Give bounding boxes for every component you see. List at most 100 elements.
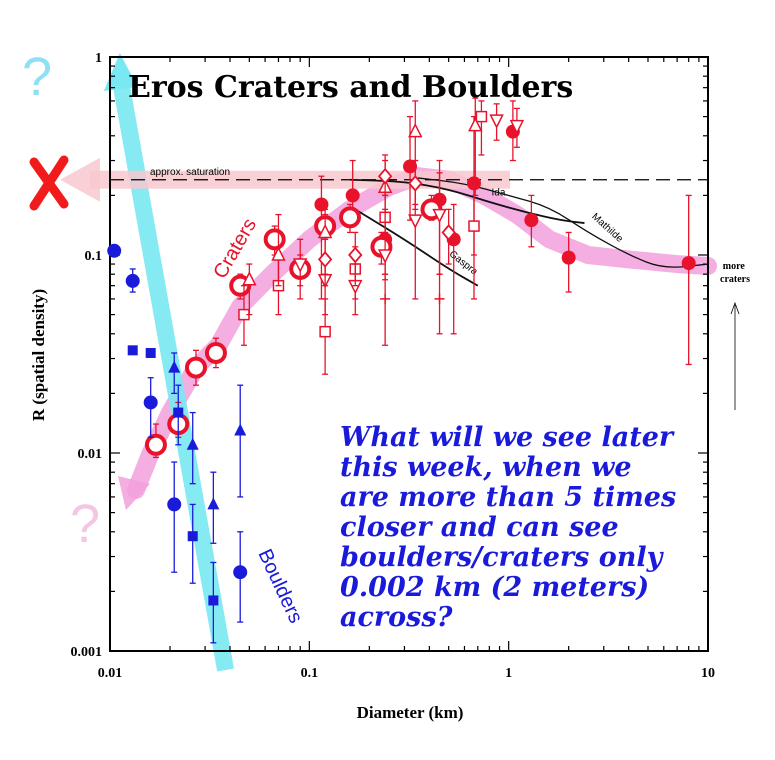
more-craters-line-1: more [723,261,746,272]
question-mark-bottom: ? [70,494,100,554]
x-tick-label: 0.01 [98,666,123,681]
boulders-label: Boulders [253,546,306,627]
data-point [168,360,181,373]
data-point [345,188,360,203]
saturation-arrow-head [60,157,100,202]
chart-title: Eros Craters and Boulders [128,70,573,105]
question-line-1: What will we see later [340,422,675,453]
data-point [432,208,447,224]
data-point [317,223,333,239]
curve-label-mathilde: Mathilde [589,211,625,245]
boulders-trend-arrowhead [103,53,138,91]
data-point [207,497,220,510]
y-axis-label: R (spatial density) [29,289,48,421]
data-point [408,214,423,229]
series-boulders-filled-circle [107,243,248,623]
craters-trend-arrowhead [117,476,150,511]
data-point [408,174,423,192]
series-craters-small-cross [380,273,445,346]
question-line-3: are more than 5 times [340,482,676,513]
data-point [233,565,248,580]
data-point [466,176,481,191]
curve-gaspra [354,208,479,287]
data-point [187,531,198,542]
data-point [434,293,445,304]
series-craters-open-inverted-triangle [292,103,525,316]
data-point [403,159,418,174]
data-point [377,167,393,185]
data-point [144,433,167,456]
data-point [561,250,576,265]
y-tick-label: 0.1 [85,249,103,264]
y-tick-label: 1 [95,51,102,66]
axes: 0.01 0.1 1 10 0.001 0.01 0.1 1 [71,51,716,681]
question-text-block: What will we see later this week, when w… [340,422,676,633]
red-x-stroke [29,155,69,211]
data-point [234,423,247,436]
x-tick-label: 1 [505,666,512,681]
data-point [524,213,539,228]
question-line-7: across? [340,602,454,633]
data-point [468,220,480,232]
data-point [107,243,122,258]
series-craters-open-diamond [317,154,456,287]
series-boulders-filled-triangle [168,352,247,544]
data-marks [107,97,696,644]
data-point [489,114,504,129]
data-point [314,197,329,212]
data-point [339,206,362,229]
question-line-5: boulders/craters only [340,542,665,573]
curve-mathilde [417,177,709,268]
craters-label: Craters [209,215,261,283]
x-tick-label: 10 [701,666,715,681]
data-point [145,347,156,358]
more-craters-arrow-head [730,301,740,315]
data-point [292,258,308,273]
data-point [377,249,393,264]
data-point [127,345,138,356]
data-point [475,110,488,123]
data-point [208,595,219,606]
data-point [125,273,140,288]
series-craters-filled-circle [314,100,696,366]
data-point [184,356,207,379]
data-point [263,228,286,251]
data-point [509,119,525,135]
annotation-overlays [29,155,740,410]
data-point [348,246,363,264]
curve-label-gaspra: Gaspra [447,249,480,278]
data-point [468,116,483,132]
plot-frame [109,56,709,652]
data-point [143,395,158,410]
more-craters-label: more craters [720,261,750,285]
saturation-label: approx. saturation [150,167,230,178]
data-point [242,271,257,286]
data-point [271,246,286,261]
x-tick-label: 0.1 [301,666,319,681]
question-mark-top: ? [22,47,52,107]
y-tick-label: 0.01 [78,447,103,462]
data-point [167,497,182,512]
data-point [173,407,184,418]
question-line-6: 0.002 km (2 meters) [340,572,649,603]
y-tick-label: 0.001 [71,645,103,660]
data-point [319,325,331,338]
data-point [681,256,696,271]
series-boulders-filled-square [127,345,219,644]
boulders-trend-band [111,75,234,672]
data-point [317,251,333,268]
data-point [186,437,199,450]
data-point [441,224,456,241]
red-x-mark [29,155,69,211]
curve-ida [349,178,585,224]
data-point [204,341,227,364]
data-point [408,122,423,138]
question-line-2: this week, when we [340,452,632,483]
x-axis-label: Diameter (km) [357,703,464,722]
more-craters-line-2: craters [720,274,750,285]
series-craters-open-triangle [242,97,483,316]
question-line-4: closer and can see [340,512,619,543]
data-point [380,293,391,304]
